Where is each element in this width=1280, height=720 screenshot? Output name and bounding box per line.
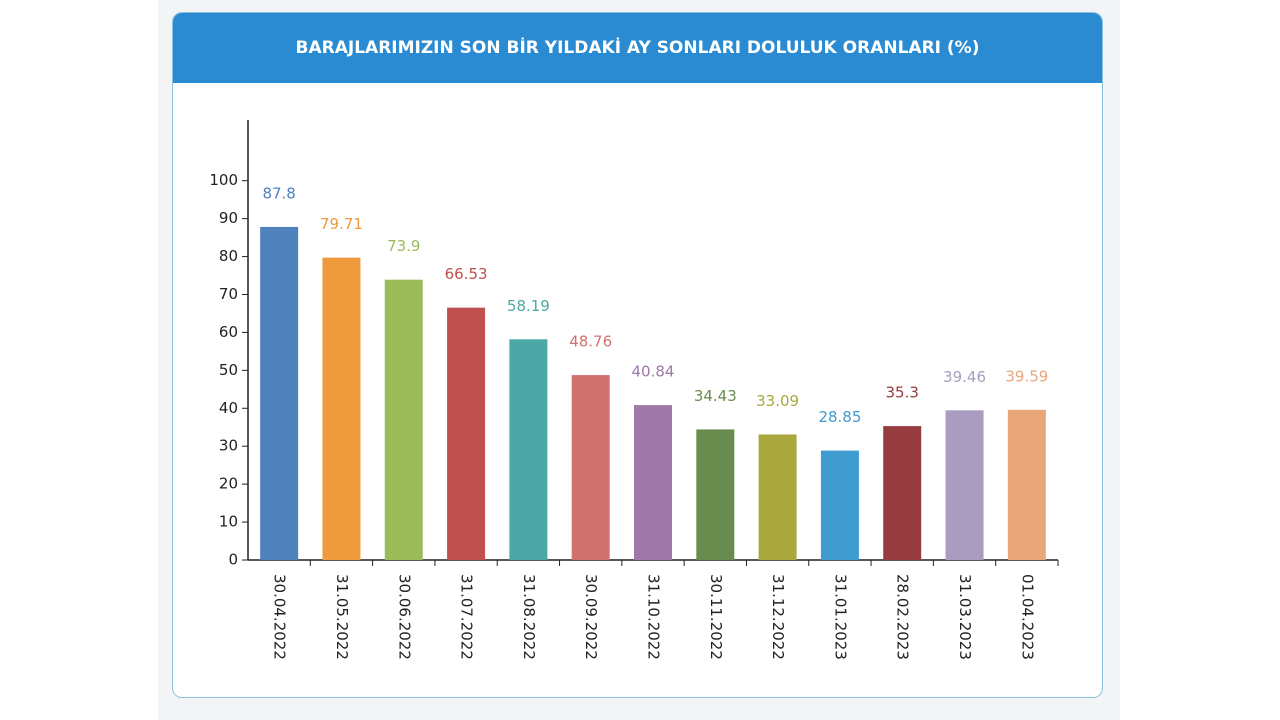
x-tick-label: 31.12.2022 xyxy=(769,574,787,660)
y-tick-label: 80 xyxy=(219,247,238,265)
y-tick-label: 40 xyxy=(219,399,238,417)
value-label: 79.71 xyxy=(320,215,363,233)
value-label: 34.43 xyxy=(694,387,737,405)
y-tick-label: 90 xyxy=(219,209,238,227)
bar xyxy=(883,426,922,560)
y-tick-label: 70 xyxy=(219,285,238,303)
bar xyxy=(509,339,548,560)
x-tick-label: 28.02.2023 xyxy=(894,574,912,660)
value-label: 33.09 xyxy=(756,392,799,410)
y-tick-label: 100 xyxy=(209,171,238,189)
card: BARAJLARIMIZIN SON BİR YILDAKİ AY SONLAR… xyxy=(172,12,1103,698)
x-tick-label: 31.05.2022 xyxy=(333,574,351,660)
x-tick-label: 31.07.2022 xyxy=(458,574,476,660)
value-label: 28.85 xyxy=(818,408,861,426)
x-tick-label: 30.09.2022 xyxy=(582,574,600,660)
chart-title: BARAJLARIMIZIN SON BİR YILDAKİ AY SONLAR… xyxy=(173,13,1102,83)
bar xyxy=(820,450,859,560)
x-tick-label: 30.11.2022 xyxy=(707,574,725,660)
bar xyxy=(384,279,423,560)
x-tick-label: 31.01.2023 xyxy=(831,574,849,660)
bar xyxy=(634,405,672,560)
y-tick-label: 0 xyxy=(228,551,238,569)
bar xyxy=(758,434,797,560)
x-tick-label: 30.04.2022 xyxy=(271,574,289,660)
bar xyxy=(945,410,984,560)
value-label: 39.46 xyxy=(943,368,986,386)
y-tick-label: 20 xyxy=(219,475,238,493)
bar xyxy=(696,429,735,560)
bar xyxy=(571,375,610,560)
bar xyxy=(1007,409,1046,560)
value-label: 35.3 xyxy=(886,384,919,402)
x-tick-label: 31.03.2023 xyxy=(956,574,974,660)
y-tick-label: 10 xyxy=(219,513,238,531)
y-tick-label: 30 xyxy=(219,437,238,455)
value-label: 73.9 xyxy=(387,237,420,255)
x-tick-label: 30.06.2022 xyxy=(395,574,413,660)
value-label: 87.8 xyxy=(262,184,295,202)
value-label: 39.59 xyxy=(1005,367,1048,385)
value-label: 66.53 xyxy=(445,265,488,283)
y-tick-label: 60 xyxy=(219,323,238,341)
value-label: 58.19 xyxy=(507,297,550,315)
y-tick-label: 50 xyxy=(219,361,238,379)
x-tick-label: 31.10.2022 xyxy=(645,574,663,660)
bar xyxy=(260,226,299,560)
value-label: 40.84 xyxy=(632,363,675,381)
bar xyxy=(322,257,361,560)
value-label: 48.76 xyxy=(569,333,612,351)
x-tick-label: 01.04.2023 xyxy=(1018,574,1036,660)
bar xyxy=(447,307,486,560)
x-tick-label: 31.08.2022 xyxy=(520,574,538,660)
